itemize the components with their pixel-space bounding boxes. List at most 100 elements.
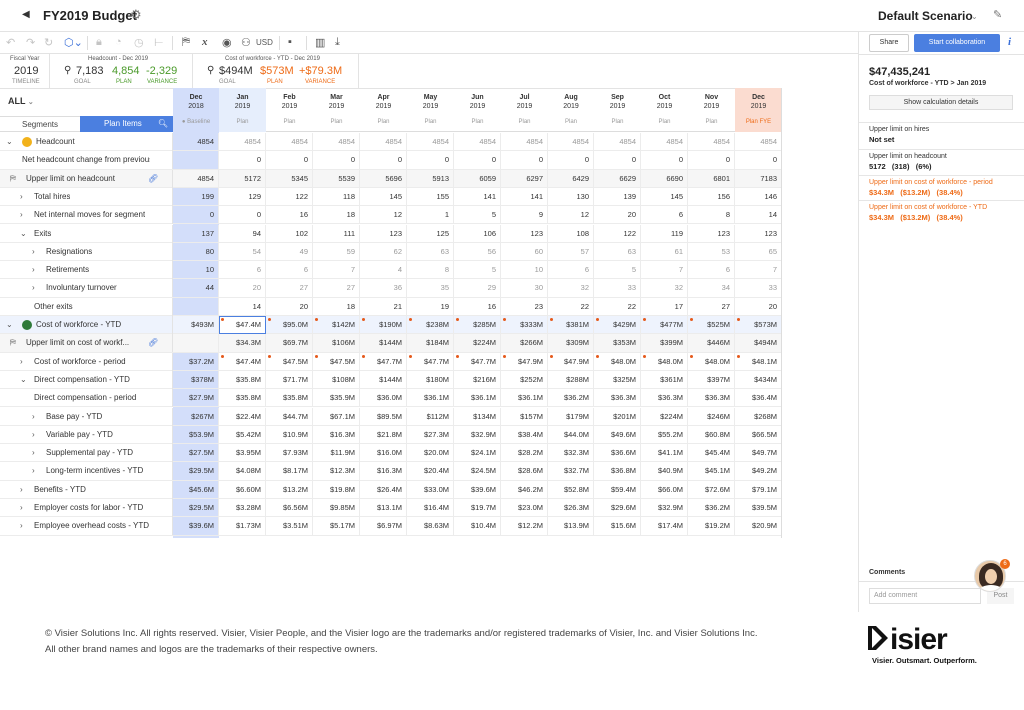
table-cell[interactable]: $477M bbox=[641, 316, 688, 334]
table-cell[interactable]: 0 bbox=[266, 151, 313, 170]
table-cell[interactable]: $4.08M bbox=[219, 462, 266, 481]
table-cell[interactable]: 80 bbox=[173, 242, 219, 261]
table-cell[interactable]: $36.2M bbox=[688, 499, 735, 517]
table-cell[interactable]: 6 bbox=[219, 261, 266, 280]
table-cell[interactable]: 27 bbox=[313, 279, 360, 298]
column-header[interactable]: May 2019 Plan bbox=[407, 88, 454, 132]
table-cell[interactable]: $493M bbox=[173, 316, 219, 334]
table-cell[interactable]: 4854 bbox=[594, 133, 641, 151]
table-cell[interactable]: $361M bbox=[641, 370, 688, 389]
table-cell[interactable]: $32.7M bbox=[548, 462, 594, 481]
table-cell[interactable]: 5 bbox=[454, 261, 501, 280]
table-cell[interactable]: $45.6M bbox=[173, 480, 219, 499]
table-cell[interactable]: $79.1M bbox=[735, 480, 782, 499]
table-cell[interactable]: $29.5M bbox=[173, 462, 219, 481]
table-cell[interactable]: 139 bbox=[594, 187, 641, 206]
table-cell[interactable]: $5.42M bbox=[219, 425, 266, 444]
table-cell[interactable]: $15.6M bbox=[594, 517, 641, 536]
table-cell[interactable]: $45.1M bbox=[688, 462, 735, 481]
table-cell[interactable]: $144M bbox=[360, 370, 407, 389]
table-cell[interactable]: 4854 bbox=[454, 133, 501, 151]
add-comment-input[interactable]: Add comment bbox=[869, 588, 981, 604]
table-row[interactable]: › Employee overhead costs - YTD $39.6M $1.7… bbox=[0, 517, 782, 536]
chevron-right-icon[interactable]: › bbox=[20, 191, 23, 201]
table-cell[interactable]: 6 bbox=[688, 261, 735, 280]
table-cell[interactable]: $60.8M bbox=[688, 425, 735, 444]
column-header[interactable]: Apr 2019 Plan bbox=[360, 88, 407, 132]
table-cell[interactable]: $9.85M bbox=[313, 499, 360, 517]
table-row[interactable]: › Involuntary turnover 44 20 27 27 36 35 29 30 32 3… bbox=[0, 279, 782, 298]
settings-dropdown-icon[interactable]: ⬡⌄ bbox=[64, 37, 83, 49]
table-row[interactable]: Net headcount change from previous... 0 0 0… bbox=[0, 151, 782, 170]
table-cell[interactable]: $1.73M bbox=[219, 517, 266, 536]
table-cell[interactable]: 4854 bbox=[173, 133, 219, 151]
table-cell[interactable]: $27.3M bbox=[407, 425, 454, 444]
table-cell[interactable]: 18 bbox=[313, 297, 360, 316]
table-cell[interactable]: $20.9M bbox=[735, 517, 782, 536]
table-cell[interactable]: $378M bbox=[173, 370, 219, 389]
table-cell[interactable]: $34.3M bbox=[219, 334, 266, 353]
table-cell[interactable]: 27 bbox=[266, 279, 313, 298]
table-cell[interactable]: 0 bbox=[173, 206, 219, 225]
table-cell[interactable]: $47.9M bbox=[548, 352, 594, 371]
table-cell[interactable]: 30 bbox=[501, 279, 548, 298]
table-cell[interactable]: $134M bbox=[454, 407, 501, 426]
table-cell[interactable]: $397M bbox=[688, 370, 735, 389]
chevron-down-icon[interactable]: ⌄ bbox=[20, 228, 27, 238]
table-cell[interactable]: $47.4M bbox=[219, 352, 266, 371]
chevron-right-icon[interactable]: › bbox=[32, 429, 35, 439]
table-cell[interactable]: $35.8M bbox=[266, 389, 313, 408]
table-cell[interactable]: 7183 bbox=[735, 169, 782, 188]
table-cell[interactable]: $267M bbox=[173, 407, 219, 426]
table-cell[interactable]: 10 bbox=[173, 261, 219, 280]
table-cell[interactable]: $12.3M bbox=[313, 462, 360, 481]
chevron-right-icon[interactable]: › bbox=[32, 466, 35, 476]
table-row[interactable]: Direct compensation - period $27.9M $35.8M… bbox=[0, 389, 782, 408]
chevron-down-icon[interactable]: ⌄ bbox=[6, 137, 13, 146]
chevron-right-icon[interactable]: › bbox=[32, 411, 35, 421]
table-cell[interactable]: $36.0M bbox=[360, 389, 407, 408]
chevron-down-icon[interactable]: ⌄ bbox=[971, 12, 978, 21]
table-cell[interactable]: $19.2M bbox=[688, 517, 735, 536]
pencil-icon[interactable]: ✎ bbox=[993, 9, 1003, 21]
table-cell[interactable]: $10.4M bbox=[454, 517, 501, 536]
link-icon[interactable]: 🔗︎ bbox=[148, 338, 159, 348]
table-cell[interactable]: 4854 bbox=[641, 133, 688, 151]
table-cell[interactable]: 145 bbox=[641, 187, 688, 206]
table-cell[interactable]: 5 bbox=[454, 206, 501, 225]
info-icon[interactable]: i bbox=[1008, 36, 1012, 48]
tab-plan-items[interactable]: Plan Items 🔍︎ bbox=[80, 116, 173, 132]
table-cell[interactable]: 118 bbox=[313, 187, 360, 206]
table-cell[interactable]: 0 bbox=[219, 151, 266, 170]
table-cell[interactable]: 141 bbox=[501, 187, 548, 206]
table-cell[interactable]: 12 bbox=[360, 206, 407, 225]
table-cell[interactable]: $47.7M bbox=[360, 352, 407, 371]
table-row[interactable]: › Variable pay - YTD $53.9M $5.42M $10.9M $16… bbox=[0, 425, 782, 445]
table-cell[interactable]: 6690 bbox=[641, 169, 688, 188]
kpi-headcount[interactable]: Headcount - Dec 2019 ⚲ 7,183 4,854 -2,32… bbox=[50, 54, 193, 88]
table-cell[interactable]: $190M bbox=[360, 316, 407, 334]
table-cell[interactable]: 146 bbox=[735, 187, 782, 206]
table-cell[interactable]: 4854 bbox=[501, 133, 548, 151]
table-cell[interactable]: 14 bbox=[219, 297, 266, 316]
table-cell[interactable]: $41.1M bbox=[641, 444, 688, 463]
table-cell[interactable]: $353M bbox=[594, 334, 641, 353]
start-collaboration-button[interactable]: Start collaboration bbox=[914, 34, 1000, 52]
table-cell[interactable]: 125 bbox=[407, 224, 454, 243]
chevron-right-icon[interactable]: › bbox=[20, 356, 23, 366]
table-cell[interactable]: 60 bbox=[501, 242, 548, 261]
table-cell[interactable]: $35.8M bbox=[219, 370, 266, 389]
table-cell[interactable]: 0 bbox=[735, 151, 782, 170]
table-cell[interactable]: $19.7M bbox=[454, 499, 501, 517]
table-cell[interactable]: 0 bbox=[548, 151, 594, 170]
table-cell[interactable]: $22.4M bbox=[219, 407, 266, 426]
share-button[interactable]: Share bbox=[869, 34, 909, 52]
table-cell[interactable]: $381M bbox=[548, 316, 594, 334]
table-cell[interactable]: $36.1M bbox=[407, 389, 454, 408]
table-cell[interactable]: $47.7M bbox=[454, 352, 501, 371]
column-header[interactable]: Jan 2019 Plan bbox=[219, 88, 266, 132]
table-cell[interactable]: 0 bbox=[688, 151, 735, 170]
table-cell[interactable]: $108M bbox=[313, 370, 360, 389]
column-header[interactable]: Feb 2019 Plan bbox=[266, 88, 313, 132]
table-cell[interactable]: $179M bbox=[548, 407, 594, 426]
